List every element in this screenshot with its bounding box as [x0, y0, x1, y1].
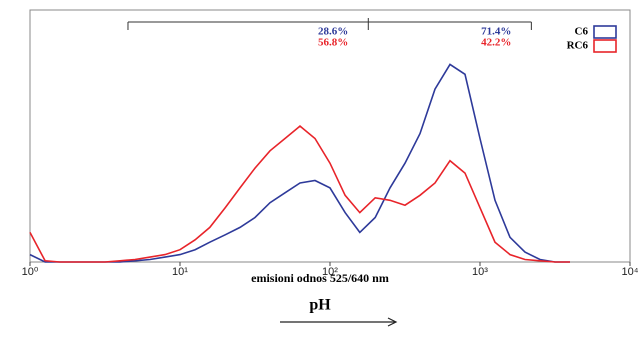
x-tick-label: 10⁰	[22, 266, 39, 278]
legend-swatch	[593, 39, 617, 53]
x-tick-label: 10¹	[172, 266, 188, 278]
gate-value-label: 28.6%	[318, 26, 348, 38]
gate-value-label: 56.8%	[318, 37, 348, 49]
gate-value-label: 71.4%	[481, 26, 511, 38]
x-axis-label: emisioni odnos 525/640 nm	[251, 271, 389, 285]
arrow-head	[387, 317, 398, 327]
legend-label: RC6	[567, 40, 589, 52]
series-line	[29, 125, 570, 263]
series-line	[29, 63, 570, 263]
annotation: pH	[309, 297, 331, 314]
x-tick-label: 10³	[472, 266, 488, 278]
gate-value-label: 42.2%	[481, 37, 511, 49]
legend-label: C6	[575, 26, 589, 38]
x-tick-label: 10²	[322, 266, 338, 278]
x-tick-label: 10⁴	[622, 266, 639, 278]
legend-swatch	[593, 25, 617, 39]
